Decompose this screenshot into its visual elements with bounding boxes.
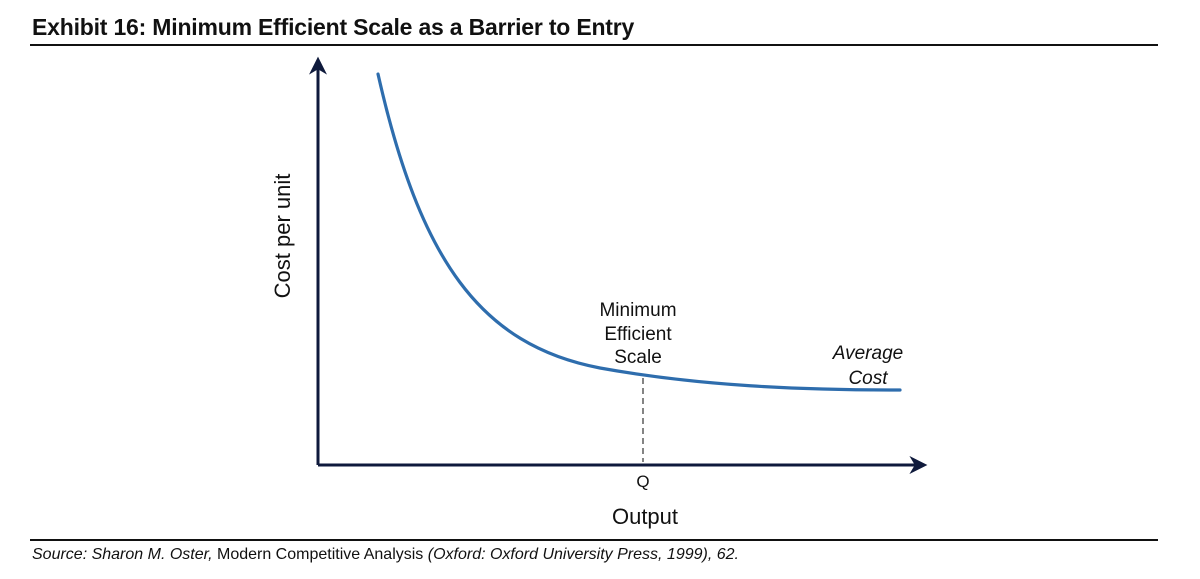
mes-label-line3: Scale	[614, 347, 662, 368]
source-book: Modern Competitive Analysis	[216, 546, 424, 563]
y-axis-label: Cost per unit	[270, 174, 295, 299]
source-note: Source: Sharon M. Oster, Modern Competit…	[32, 546, 739, 564]
curve-label-line1: Average	[832, 343, 903, 364]
mes-label-line1: Minimum	[599, 300, 676, 321]
source-suffix: (Oxford: Oxford University Press, 1999),…	[427, 546, 739, 563]
average-cost-curve	[376, 72, 902, 392]
q-tick-label: Q	[636, 472, 649, 491]
source-rule	[30, 539, 1158, 541]
mes-label-line2: Efficient	[604, 324, 672, 345]
x-axis-label: Output	[612, 504, 678, 529]
curve-label-line2: Cost	[848, 368, 888, 389]
exhibit-title: Exhibit 16: Minimum Efficient Scale as a…	[32, 14, 635, 40]
source-prefix: Source: Sharon M. Oster,	[32, 546, 213, 563]
title-rule	[30, 44, 1158, 46]
